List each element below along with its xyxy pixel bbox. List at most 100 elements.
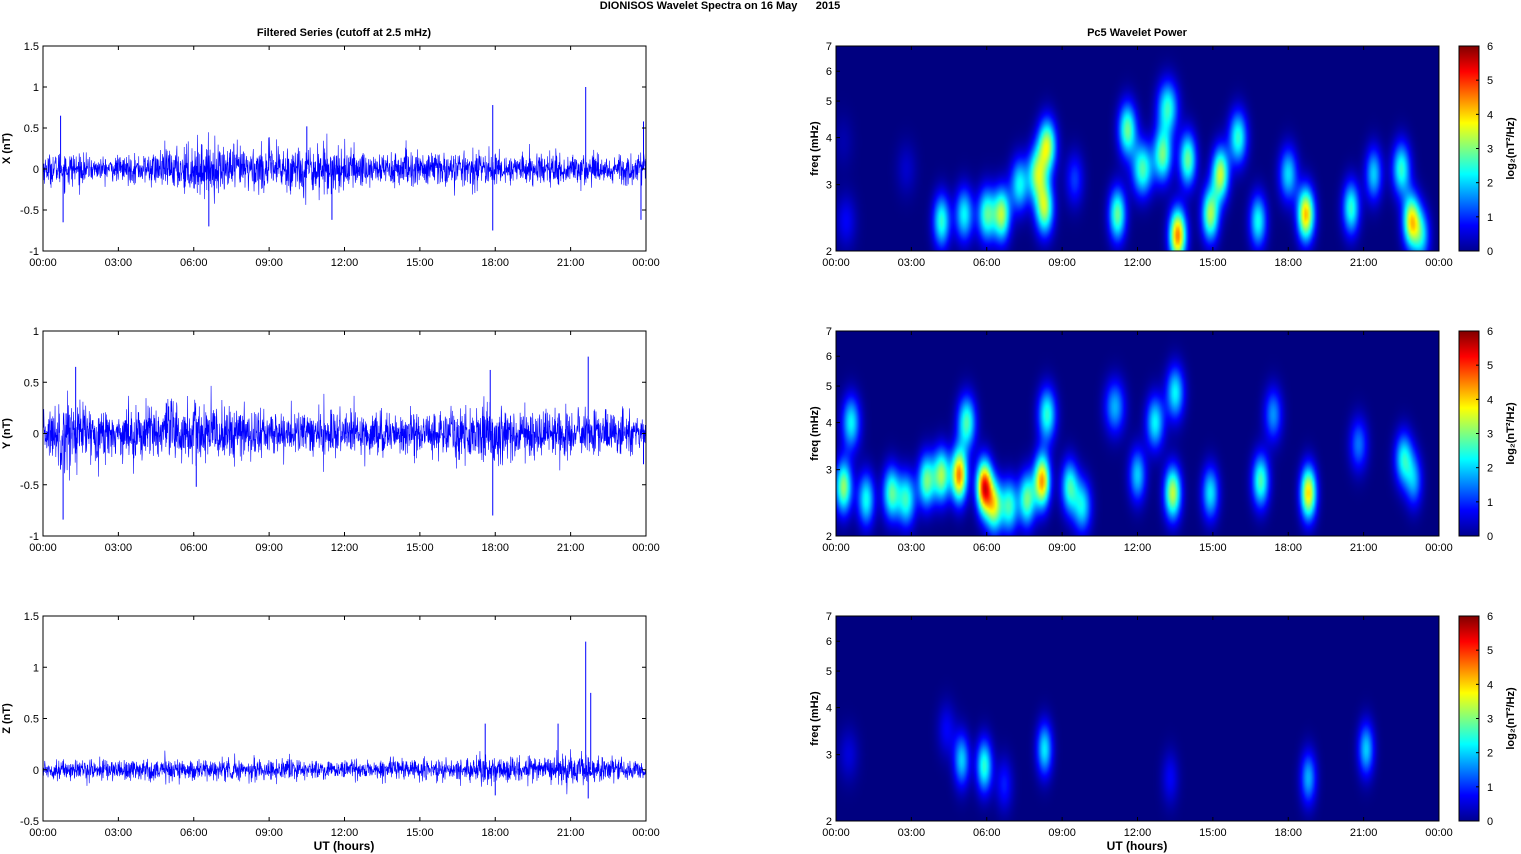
wavelet-ytick-label: 3 xyxy=(826,750,832,762)
colorbar-tick-label: 2 xyxy=(1487,463,1493,475)
colorbar-tick-label: 2 xyxy=(1487,178,1493,190)
series-ytick-label: 1 xyxy=(33,326,39,338)
wavelet-xtick-label: 00:00 xyxy=(1425,827,1453,839)
series-trace-y xyxy=(42,385,647,481)
series-xtick-label: 03:00 xyxy=(105,827,133,839)
series-ytick-label: 0.5 xyxy=(24,714,39,726)
wavelet-xtick-label: 15:00 xyxy=(1199,827,1227,839)
colorbar-tick-label: 4 xyxy=(1487,394,1493,406)
colorbar-tick-label: 4 xyxy=(1487,109,1493,121)
series-ytick-label: 0.5 xyxy=(24,123,39,135)
series-ytick-label: 0 xyxy=(33,765,39,777)
series-xtick-label: 18:00 xyxy=(481,827,509,839)
colorbar-tick-label: 6 xyxy=(1487,611,1493,623)
series-ytick-label: 1 xyxy=(33,662,39,674)
wavelet-xtick-label: 21:00 xyxy=(1350,257,1378,269)
series-xtick-label: 21:00 xyxy=(557,257,585,269)
colorbar-tick-label: 5 xyxy=(1487,360,1493,372)
wavelet-ytick-label: 7 xyxy=(826,41,832,53)
wavelet-xtick-label: 12:00 xyxy=(1124,257,1152,269)
colorbar-label: log₂(nT²/Hz) xyxy=(1505,117,1517,180)
wavelet-panel-x: 2 3 4 5 6 7 00:00 03:00 06:00 09:00 12:00 15:00 18:0… xyxy=(809,41,1517,269)
series-panel-y: -1 -0.5 0 0.5 1 00:00 03:00 06:00 09:00 12:00 15:0… xyxy=(1,326,660,554)
wavelet-xtick-label: 06:00 xyxy=(973,257,1001,269)
series-ytick-label: 0.5 xyxy=(24,377,39,389)
wavelet-xtick-label: 00:00 xyxy=(822,257,850,269)
series-xtick-label: 00:00 xyxy=(632,827,660,839)
wavelet-xtick-label: 09:00 xyxy=(1048,257,1076,269)
wavelet-xtick-label: 09:00 xyxy=(1048,542,1076,554)
wavelet-power-map xyxy=(836,331,1439,536)
wavelet-ytick-label: 2 xyxy=(826,246,832,258)
colorbar-tick-label: 0 xyxy=(1487,816,1493,828)
series-ytick-label: -0.5 xyxy=(20,816,39,828)
colorbar-tick-label: 3 xyxy=(1487,429,1493,441)
series-xtick-label: 03:00 xyxy=(105,257,133,269)
series-trace-x xyxy=(42,132,647,205)
wavelet-xtick-label: 18:00 xyxy=(1274,257,1302,269)
series-panel-z: -0.5 0 0.5 1 1.5 00:00 03:00 06:00 09:00 12:00 15:… xyxy=(1,611,660,839)
wavelet-panel-z: 2 3 4 5 6 7 00:00 03:00 06:00 09:00 12:00 15:00 18:0… xyxy=(809,611,1517,839)
series-xtick-label: 00:00 xyxy=(632,542,660,554)
series-ytick-label: -1 xyxy=(29,246,39,258)
wavelet-ytick-label: 5 xyxy=(826,381,832,393)
series-xtick-label: 06:00 xyxy=(180,827,208,839)
wavelet-panel-y: 2 3 4 5 6 7 00:00 03:00 06:00 09:00 12:00 15:00 18:0… xyxy=(809,326,1517,554)
wavelet-ytick-label: 4 xyxy=(826,133,832,145)
series-xtick-label: 21:00 xyxy=(557,827,585,839)
wavelet-xtick-label: 12:00 xyxy=(1124,827,1152,839)
wavelet-ytick-label: 2 xyxy=(826,531,832,543)
series-xtick-label: 21:00 xyxy=(557,542,585,554)
series-ytick-label: 1.5 xyxy=(24,41,39,53)
series-ytick-label: -1 xyxy=(29,531,39,543)
series-ytick-label: 1 xyxy=(33,82,39,94)
colorbar-tick-label: 2 xyxy=(1487,748,1493,760)
wavelet-ylabel: freq (mHz) xyxy=(809,406,821,461)
series-xtick-label: 18:00 xyxy=(481,257,509,269)
series-xtick-label: 00:00 xyxy=(29,827,57,839)
series-xtick-label: 15:00 xyxy=(406,827,434,839)
wavelet-xtick-label: 15:00 xyxy=(1199,542,1227,554)
colorbar-tick-label: 6 xyxy=(1487,41,1493,53)
wavelet-ytick-label: 6 xyxy=(826,636,832,648)
wavelet-xtick-label: 21:00 xyxy=(1350,542,1378,554)
series-ylabel: Z (nT) xyxy=(1,703,13,734)
wavelet-ytick-label: 7 xyxy=(826,326,832,338)
colorbar-tick-label: 1 xyxy=(1487,212,1493,224)
left-xlabel: UT (hours) xyxy=(314,839,375,853)
wavelet-ytick-label: 4 xyxy=(826,703,832,715)
series-xtick-label: 15:00 xyxy=(406,257,434,269)
series-xtick-label: 09:00 xyxy=(255,827,283,839)
series-ytick-label: 1.5 xyxy=(24,611,39,623)
wavelet-xtick-label: 18:00 xyxy=(1274,827,1302,839)
wavelet-ytick-label: 6 xyxy=(826,66,832,78)
colorbar-label: log₂(nT²/Hz) xyxy=(1505,402,1517,465)
series-axes-frame xyxy=(42,615,647,822)
wavelet-xtick-label: 03:00 xyxy=(898,257,926,269)
wavelet-ytick-label: 5 xyxy=(826,666,832,678)
series-ytick-label: 0 xyxy=(33,164,39,176)
colorbar-tick-label: 0 xyxy=(1487,531,1493,543)
wavelet-xtick-label: 03:00 xyxy=(898,542,926,554)
series-ylabel: X (nT) xyxy=(1,133,13,164)
wavelet-xtick-label: 00:00 xyxy=(1425,542,1453,554)
figure-title: DIONISOS Wavelet Spectra on 16 May 2015 xyxy=(600,0,840,12)
wavelet-xtick-label: 03:00 xyxy=(898,827,926,839)
wavelet-xtick-label: 00:00 xyxy=(1425,257,1453,269)
right-column-title: Pc5 Wavelet Power xyxy=(1087,27,1188,39)
wavelet-power-map xyxy=(836,616,1439,821)
wavelet-xtick-label: 09:00 xyxy=(1048,827,1076,839)
wavelet-ylabel: freq (mHz) xyxy=(809,691,821,746)
wavelet-ytick-label: 3 xyxy=(826,465,832,477)
series-xtick-label: 06:00 xyxy=(180,257,208,269)
series-xtick-label: 15:00 xyxy=(406,542,434,554)
wavelet-ytick-label: 6 xyxy=(826,351,832,363)
series-ylabel: Y (nT) xyxy=(1,418,13,449)
series-ytick-label: -0.5 xyxy=(20,480,39,492)
wavelet-power-map xyxy=(836,46,1439,251)
series-xtick-label: 09:00 xyxy=(255,257,283,269)
wavelet-ytick-label: 7 xyxy=(826,611,832,623)
wavelet-ytick-label: 2 xyxy=(826,816,832,828)
wavelet-ytick-label: 5 xyxy=(826,96,832,108)
